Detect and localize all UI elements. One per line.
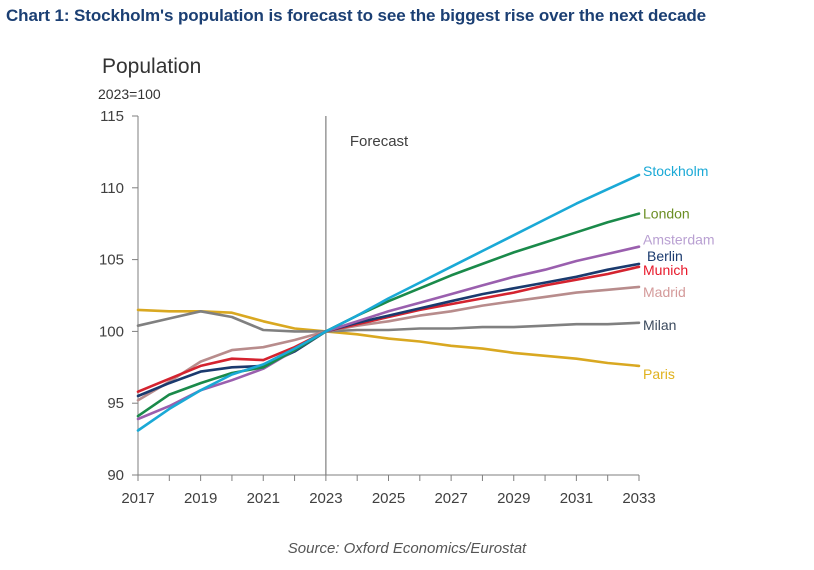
series-line-munich <box>136 265 641 394</box>
x-tick-label: 2029 <box>497 490 530 507</box>
series-line-paris <box>136 308 641 368</box>
series-label-stockholm: Stockholm <box>643 163 708 179</box>
y-tick-label: 100 <box>99 323 124 340</box>
y-axis-sublabel: 2023=100 <box>98 86 161 102</box>
x-tick-label: 2025 <box>372 490 405 507</box>
y-tick-label: 95 <box>107 395 124 412</box>
series-label-berlin: Berlin <box>647 248 683 264</box>
series-line-stockholm <box>136 173 641 432</box>
series-label-paris: Paris <box>643 366 675 382</box>
x-tick-label: 2021 <box>247 490 280 507</box>
series-line-amsterdam <box>136 245 641 421</box>
series-label-milan: Milan <box>643 317 676 333</box>
x-tick-label: 2023 <box>309 490 342 507</box>
x-tick-label: 2027 <box>434 490 467 507</box>
y-tick-label: 105 <box>99 252 124 269</box>
forecast-annotation: Forecast <box>350 133 409 150</box>
series-line-berlin <box>136 262 641 398</box>
series-label-munich: Munich <box>643 262 688 278</box>
y-tick-label: 115 <box>100 108 124 125</box>
x-tick-label: 2031 <box>560 490 593 507</box>
source-note: Source: Oxford Economics/Eurostat <box>287 540 527 557</box>
series-line-milan <box>136 309 641 333</box>
x-tick-label: 2019 <box>184 490 217 507</box>
x-tick-label: 2017 <box>121 490 154 507</box>
x-tick-label: 2033 <box>622 490 655 507</box>
series-label-amsterdam: Amsterdam <box>643 232 715 248</box>
series-line-london <box>136 212 641 418</box>
y-tick-label: 110 <box>100 180 124 197</box>
series-label-london: London <box>643 206 690 222</box>
series-line-madrid <box>136 285 641 402</box>
y-axis-label: Population <box>102 55 201 78</box>
chart-title: Chart 1: Stockholm's population is forec… <box>6 6 706 25</box>
series-label-madrid: Madrid <box>643 284 686 300</box>
y-tick-label: 90 <box>107 467 124 484</box>
